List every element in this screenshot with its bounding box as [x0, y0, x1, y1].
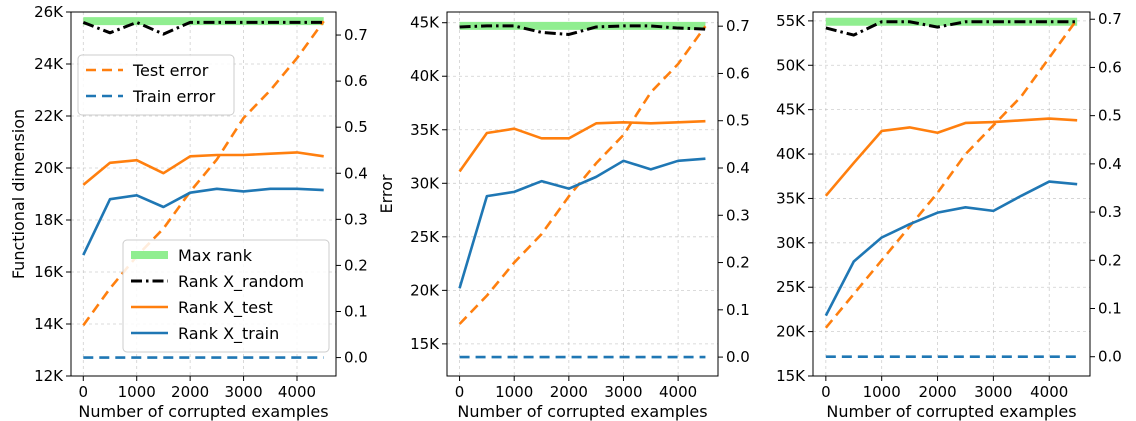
y-tick-label: 55K: [776, 12, 806, 30]
y-tick-label: 14K: [34, 315, 64, 333]
y2-tick-label: 0.0: [726, 348, 750, 366]
y2-axis-label: Error: [377, 174, 396, 213]
y2-tick-label: 0.3: [1098, 203, 1122, 221]
y2-tick-label: 0.1: [1098, 300, 1122, 318]
y-tick-label: 35K: [410, 121, 440, 139]
x-tick-label: 4000: [659, 383, 697, 401]
y2-tick-label: 0.6: [726, 64, 750, 82]
x-tick-label: 2000: [918, 383, 956, 401]
x-tick-label: 2000: [550, 383, 588, 401]
y-tick-label: 15K: [776, 367, 806, 385]
y-tick-label: 20K: [410, 281, 440, 299]
chart-panel-1: 0 1000 2000 3000 4000 12K 14K 16K 18K 20K 22K 24K 26…: [9, 3, 396, 421]
y-tick-label: 22K: [34, 107, 64, 125]
y-axis-label: Functional dimension: [9, 109, 28, 279]
chart-panel-2: 0 1000 2000 3000 4000 15K 20K 25K 30K 35K 40K 45K 0.…: [410, 11, 750, 421]
y-tick-label: 16K: [34, 263, 64, 281]
y-tick-label: 15K: [410, 335, 440, 353]
legend-frame: [77, 54, 235, 116]
legend-entry: Rank X_test: [178, 298, 273, 318]
series-line-rank-x-random: [825, 20, 1078, 37]
y-tick-label: 35K: [776, 189, 806, 207]
y-tick-label: 20K: [776, 323, 806, 341]
y2-tick-label: 0.6: [1098, 58, 1122, 76]
y-tick-label: 40K: [776, 145, 806, 163]
y2-tick-label: 0.5: [1098, 107, 1122, 125]
y-tick-label: 40K: [410, 67, 440, 85]
y2-tick-label: 0.3: [726, 206, 750, 224]
series-line-rank-x-random: [459, 24, 706, 36]
x-tick-label: 1000: [863, 383, 901, 401]
y-tick-label: 30K: [410, 174, 440, 192]
y-tick-label: 45K: [410, 14, 440, 32]
y2-tick-label: 0.4: [344, 164, 368, 182]
y2-tick-label: 0.2: [726, 254, 750, 272]
legend-rank: Max rank Rank X_random Rank X_test Rank X_t…: [122, 239, 330, 353]
x-tick-label: 4000: [278, 383, 316, 401]
x-axis-label: Number of corrupted examples: [457, 402, 707, 421]
legend-entry: Max rank: [178, 246, 253, 265]
series-line-rank-x-test: [824, 117, 1078, 197]
y-tick-label: 30K: [776, 234, 806, 252]
legend-frame: [122, 239, 330, 353]
legend-error: Test error Train error: [77, 54, 235, 116]
x-tick-label: 3000: [224, 383, 262, 401]
legend-entry: Test error: [132, 61, 209, 80]
y-tick-label: 45K: [776, 101, 806, 119]
x-axis-label: Number of corrupted examples: [826, 402, 1076, 421]
plot-frame: [70, 11, 337, 377]
plot-frame: [446, 11, 719, 377]
y2-tick-label: 0.2: [1098, 251, 1122, 269]
y-tick-label: 24K: [34, 55, 64, 73]
y-tick-label: 26K: [34, 3, 64, 21]
y2-tick-label: 0.5: [344, 118, 368, 136]
y-tick-label: 18K: [34, 211, 64, 229]
x-tick-label: 3000: [974, 383, 1012, 401]
y-tick-label: 12K: [34, 367, 64, 385]
x-tick-label: 0: [455, 383, 465, 401]
x-tick-label: 2000: [171, 383, 209, 401]
y2-tick-label: 0.1: [726, 301, 750, 319]
series-line-test-error: [458, 25, 707, 325]
x-tick-label: 0: [79, 383, 89, 401]
series-line-rank-x-train: [82, 187, 324, 256]
legend-entry: Rank X_random: [178, 272, 304, 292]
y2-tick-label: 0.2: [344, 256, 368, 274]
y2-tick-label: 0.7: [1098, 10, 1122, 28]
y2-tick-label: 0.7: [726, 17, 750, 35]
y2-tick-label: 0.0: [344, 349, 368, 367]
legend-entry: Train error: [132, 87, 216, 106]
y2-tick-label: 0.0: [1098, 348, 1122, 366]
x-tick-label: 0: [821, 383, 831, 401]
series-line-test-error: [824, 18, 1079, 329]
y-tick-label: 20K: [34, 159, 64, 177]
y2-tick-label: 0.4: [1098, 155, 1122, 173]
x-tick-label: 1000: [495, 383, 533, 401]
y-tick-label: 25K: [410, 228, 440, 246]
series-line-rank-x-train: [458, 157, 706, 289]
x-axis-label: Number of corrupted examples: [78, 402, 328, 421]
y-tick-label: 50K: [776, 56, 806, 74]
chart-panel-3: 0 1000 2000 3000 4000 15K 20K 25K 30K 35K 40K 45K 50…: [776, 10, 1122, 421]
y2-tick-label: 0.1: [344, 302, 368, 320]
y2-tick-label: 0.6: [344, 72, 368, 90]
x-tick-label: 3000: [604, 383, 642, 401]
series-line-rank-x-random: [82, 20, 324, 36]
y2-tick-label: 0.4: [726, 159, 750, 177]
series-line-rank-x-test: [82, 151, 324, 186]
y2-tick-label: 0.7: [344, 26, 368, 44]
x-tick-label: 1000: [118, 383, 156, 401]
plot-frame: [812, 11, 1091, 377]
y2-tick-label: 0.3: [344, 210, 368, 228]
series-line-rank-x-test: [458, 119, 706, 173]
legend-entry: Rank X_train: [178, 324, 279, 344]
series-line-rank-x-train: [824, 180, 1078, 317]
y2-tick-label: 0.5: [726, 112, 750, 130]
x-tick-label: 4000: [1030, 383, 1068, 401]
y-tick-label: 25K: [776, 278, 806, 296]
